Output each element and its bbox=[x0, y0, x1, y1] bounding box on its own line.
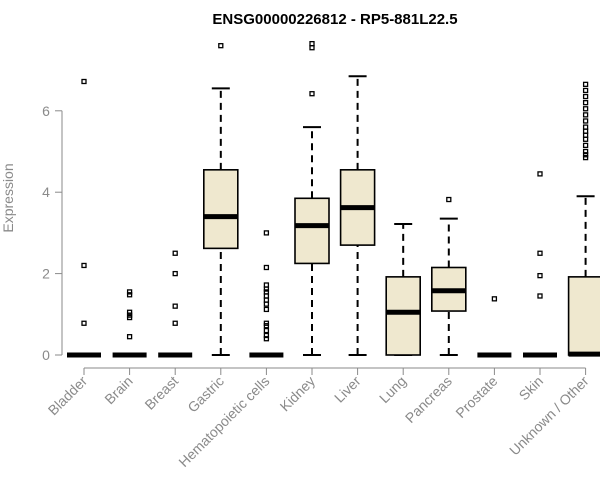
y-tick-label: 4 bbox=[42, 184, 50, 200]
outlier-point bbox=[263, 297, 270, 303]
outlier-point bbox=[172, 303, 178, 309]
outlier-point bbox=[263, 301, 270, 307]
outlier-point bbox=[309, 91, 315, 97]
outlier-point bbox=[218, 43, 224, 49]
y-tick-label: 2 bbox=[42, 266, 50, 282]
category-label: Bladder bbox=[45, 373, 91, 419]
outlier-point bbox=[263, 306, 270, 313]
outlier-point bbox=[582, 93, 589, 100]
outlier-point bbox=[263, 230, 270, 236]
outlier-point bbox=[582, 136, 589, 142]
outlier-point bbox=[263, 282, 270, 288]
box bbox=[567, 276, 600, 356]
category-label: Brain bbox=[101, 373, 135, 407]
outlier-point bbox=[582, 87, 589, 94]
outlier-point bbox=[172, 320, 178, 326]
y-tick-label: 6 bbox=[42, 103, 50, 119]
outlier-point bbox=[263, 323, 270, 329]
box bbox=[294, 197, 330, 265]
outlier-point bbox=[263, 289, 270, 295]
category-label: Breast bbox=[141, 373, 181, 413]
category-label: Gastric bbox=[184, 373, 227, 416]
outlier-point bbox=[582, 124, 589, 130]
outlier-point bbox=[582, 128, 589, 134]
outlier-point bbox=[582, 142, 589, 149]
outlier-point bbox=[537, 272, 543, 279]
outlier-point bbox=[582, 100, 589, 106]
outlier-point bbox=[172, 270, 178, 277]
chart-title: ENSG00000226812 - RP5-881L22.5 bbox=[212, 11, 457, 28]
outlier-point bbox=[263, 286, 270, 292]
outlier-point bbox=[81, 262, 87, 269]
outlier-point bbox=[126, 309, 133, 315]
outlier-point bbox=[309, 40, 315, 47]
outlier-point bbox=[263, 336, 270, 342]
y-axis-label: Expression bbox=[0, 163, 16, 232]
outlier-point bbox=[582, 154, 589, 161]
category-label: Liver bbox=[331, 373, 364, 406]
plot-area: 0 2 4 6 Bladder Brain Breast GastricHematopoiet… bbox=[42, 40, 600, 470]
outlier-point bbox=[126, 334, 133, 340]
category-label: Hematopoietic cells bbox=[175, 373, 272, 470]
category-label: Pancreas bbox=[402, 373, 455, 426]
outlier-point bbox=[126, 292, 133, 298]
outlier-point bbox=[446, 196, 452, 203]
outlier-point bbox=[263, 332, 270, 339]
outlier-point bbox=[263, 293, 270, 299]
outlier-point bbox=[582, 132, 589, 138]
outlier-point bbox=[126, 289, 133, 295]
outlier-point bbox=[537, 250, 543, 256]
outlier-point bbox=[582, 106, 589, 112]
outlier-point bbox=[582, 148, 589, 155]
box bbox=[385, 276, 422, 356]
outlier-point bbox=[491, 296, 498, 302]
outlier-point bbox=[582, 152, 589, 158]
category-label: Prostate bbox=[452, 373, 500, 421]
outlier-point bbox=[81, 78, 87, 85]
outlier-point bbox=[81, 320, 87, 326]
outlier-point bbox=[582, 118, 589, 124]
outlier-point bbox=[263, 327, 270, 334]
outlier-point bbox=[172, 250, 178, 256]
category-label: Skin bbox=[516, 373, 547, 404]
category-label: Lung bbox=[376, 373, 409, 406]
box bbox=[203, 169, 239, 250]
outlier-point bbox=[582, 81, 589, 87]
category-label: Unknown / Other bbox=[506, 373, 592, 459]
outlier-point bbox=[537, 293, 543, 299]
outlier-point bbox=[582, 112, 589, 118]
outlier-point bbox=[126, 314, 133, 321]
outlier-point bbox=[263, 264, 270, 271]
category-label: Kidney bbox=[277, 373, 319, 415]
y-tick-label: 0 bbox=[42, 347, 50, 363]
outlier-point bbox=[537, 171, 543, 177]
outlier-point bbox=[309, 45, 315, 51]
